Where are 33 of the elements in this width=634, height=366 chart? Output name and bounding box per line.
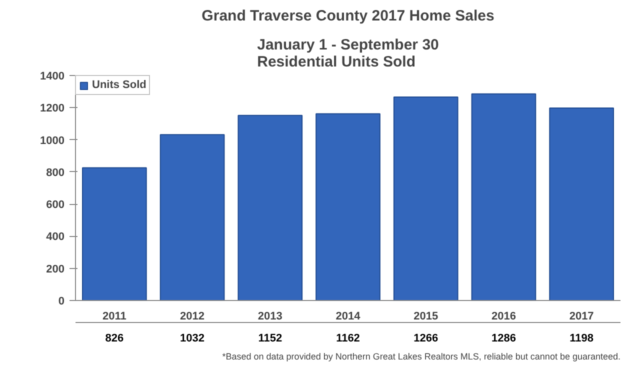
y-tick-label: 0 xyxy=(58,296,65,308)
y-tick-label: 1200 xyxy=(40,102,65,115)
data-label: 1032 xyxy=(180,332,205,344)
data-label: 1198 xyxy=(570,332,594,344)
bar xyxy=(160,134,225,300)
x-tick-label: 2013 xyxy=(258,310,282,322)
x-tick-label: 2017 xyxy=(569,310,594,322)
data-label: 826 xyxy=(105,332,124,344)
chart-subtitle: January 1 - September 30 Residential Units Sold xyxy=(257,36,439,70)
y-tick-label: 600 xyxy=(46,199,65,212)
data-label: 1152 xyxy=(258,332,282,344)
bar xyxy=(471,93,536,300)
y-tick-label: 1400 xyxy=(40,70,65,82)
bar xyxy=(82,167,147,300)
x-tick-label: 2011 xyxy=(102,310,126,322)
bar xyxy=(393,96,458,300)
x-tick-label: 2012 xyxy=(180,310,205,322)
y-tick-label: 200 xyxy=(46,263,65,276)
legend-label: Units Sold xyxy=(92,79,146,91)
data-label: 1286 xyxy=(491,332,516,344)
chart-title: Grand Traverse County 2017 Home Sales xyxy=(202,8,494,24)
x-tick-label: 2014 xyxy=(336,310,362,322)
bar xyxy=(238,114,303,300)
data-label: 1162 xyxy=(336,332,360,344)
bar xyxy=(549,107,614,300)
text: *Based on data provided by Northern Great Lakes Realtors MLS, reliable but cannot be guaranteed. xyxy=(222,352,621,362)
x-tick-label: 2015 xyxy=(414,310,438,322)
x-tick-label: 2016 xyxy=(491,310,516,322)
data-label: 1266 xyxy=(414,332,438,344)
y-tick-label: 400 xyxy=(46,231,65,244)
bar xyxy=(316,113,380,300)
y-tick-label: 800 xyxy=(46,166,65,179)
y-tick-label: 1000 xyxy=(40,134,65,147)
